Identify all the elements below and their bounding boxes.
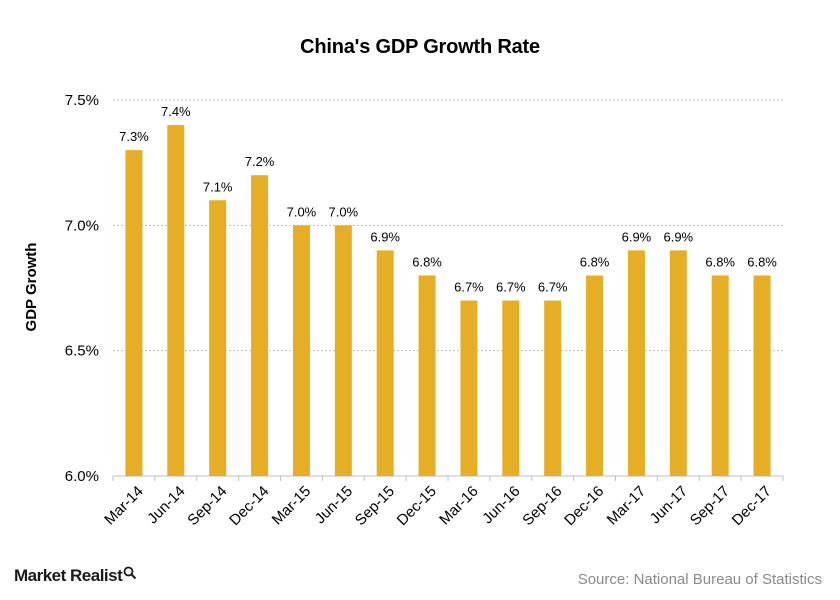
data-label: 7.1% (203, 179, 233, 194)
bars (125, 125, 771, 477)
bar (753, 275, 771, 476)
y-tick-labels: 6.0% 6.5% 7.0% 7.5% (65, 92, 99, 485)
x-tick-label: Mar-17 (604, 483, 650, 529)
data-label: 6.8% (412, 254, 442, 269)
bar (627, 250, 645, 476)
x-tick-label: Mar-14 (101, 483, 147, 529)
data-label: 6.7% (454, 280, 484, 295)
bar (251, 175, 269, 476)
x-tick-label: Jun-16 (479, 483, 523, 527)
bar (292, 225, 310, 476)
x-tick-label: Sep-16 (519, 483, 565, 529)
x-tick-labels: Mar-14Jun-14Sep-14Dec-14Mar-15Jun-15Sep-… (101, 483, 775, 529)
bar (711, 275, 729, 476)
x-tick-label: Mar-15 (269, 483, 315, 529)
x-tick-label: Sep-17 (687, 483, 733, 529)
data-labels: 7.3% 7.4% 7.1% 7.2% 7.0% 7.0% 6.9% 6.8% 6.7% 6.7%… (119, 104, 777, 294)
data-label: 6.8% (747, 254, 777, 269)
y-axis-label: GDP Growth (23, 243, 40, 332)
bar (460, 300, 478, 476)
y-tick-label: 7.0% (65, 217, 99, 234)
data-label: 6.9% (663, 229, 693, 244)
data-label: 7.0% (328, 204, 358, 219)
x-tick-label: Sep-14 (184, 483, 230, 529)
data-label: 6.9% (370, 229, 400, 244)
x-tick-label: Jun-17 (647, 483, 691, 527)
y-tick-label: 7.5% (65, 92, 99, 109)
x-tick-label: Dec-14 (226, 483, 272, 529)
data-label: 6.9% (622, 229, 652, 244)
bar (418, 275, 436, 476)
bar (376, 250, 394, 476)
x-tick-label: Jun-15 (312, 483, 356, 527)
bar (334, 225, 352, 476)
data-label: 6.8% (580, 254, 610, 269)
data-label: 7.2% (245, 154, 275, 169)
bar (586, 275, 604, 476)
bar (125, 150, 143, 476)
chart-title: China's GDP Growth Rate (300, 36, 540, 58)
y-tick-label: 6.0% (65, 468, 99, 485)
data-label: 6.7% (496, 280, 526, 295)
bar (544, 300, 562, 476)
x-tick-label: Jun-14 (144, 483, 188, 527)
data-label: 7.4% (161, 104, 191, 119)
bar (209, 200, 227, 476)
axes (112, 475, 784, 481)
bar (669, 250, 687, 476)
y-tick-label: 6.5% (65, 343, 99, 360)
data-label: 6.8% (705, 254, 735, 269)
x-tick-label: Dec-15 (394, 483, 440, 529)
data-label: 7.3% (119, 129, 149, 144)
brand-logo: Market Realist (14, 566, 137, 586)
source-note: Source: National Bureau of Statistics (577, 571, 822, 588)
bar (502, 300, 520, 476)
x-tick-label: Mar-16 (436, 483, 482, 529)
x-tick-label: Dec-17 (729, 483, 775, 529)
magnifier-icon (123, 565, 137, 580)
data-label: 7.0% (287, 204, 317, 219)
brand-name: Market Realist (14, 566, 123, 585)
data-label: 6.7% (538, 280, 568, 295)
x-tick-label: Dec-16 (561, 483, 607, 529)
x-tick-label: Sep-15 (352, 483, 398, 529)
bar (167, 125, 185, 477)
